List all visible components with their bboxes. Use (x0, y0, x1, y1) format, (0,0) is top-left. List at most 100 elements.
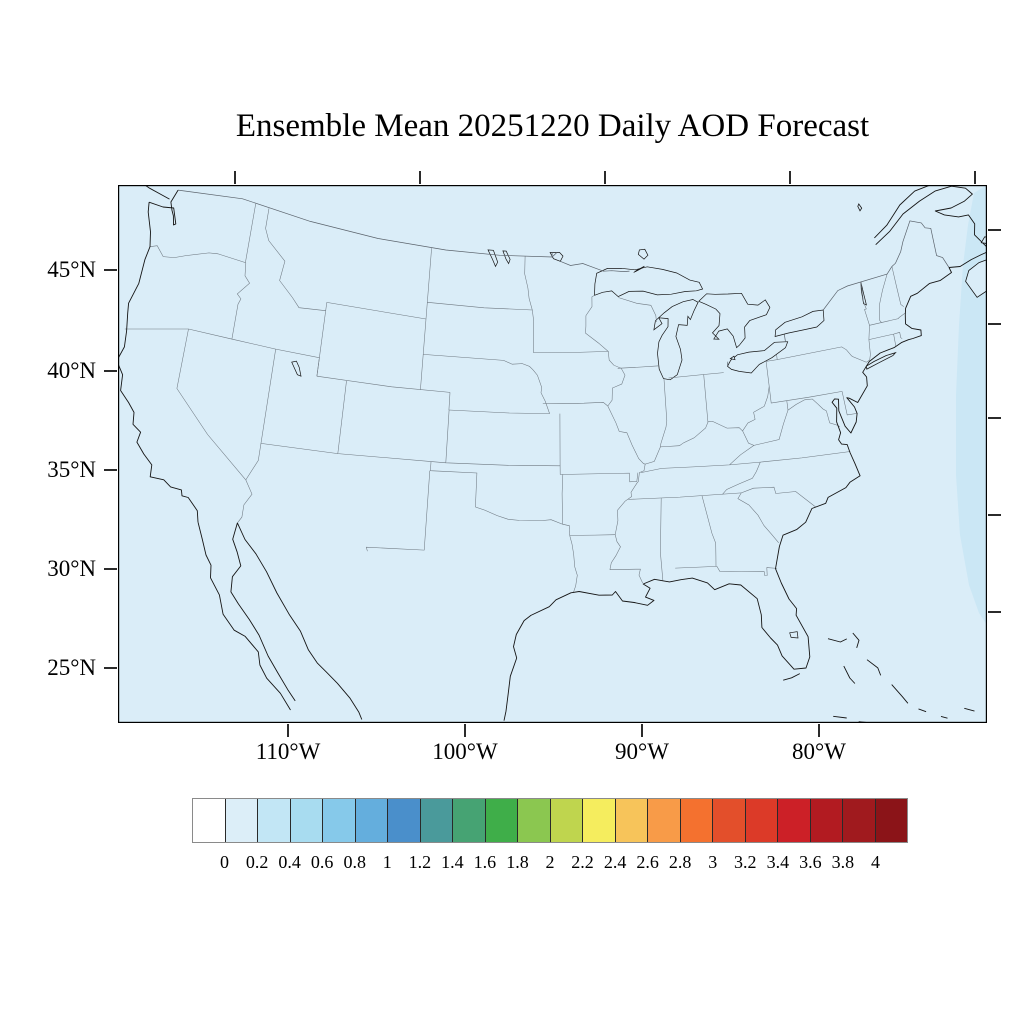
lake-outline (502, 250, 511, 265)
lat-tick (104, 269, 117, 271)
lat-tick-label: 25°N (47, 655, 96, 680)
state-border (124, 328, 276, 350)
international-border (551, 252, 558, 258)
island-outline (857, 203, 863, 212)
colorbar-tick-label: 2.2 (571, 852, 594, 872)
colorbar-cell (388, 799, 421, 842)
colorbar-tick-label: 2 (545, 852, 555, 872)
lat-tick-label: 30°N (47, 556, 96, 581)
state-border (742, 430, 755, 446)
colorbar-tick-label: 1.2 (408, 852, 432, 872)
state-border (668, 372, 724, 379)
colorbar-cell (843, 799, 876, 842)
state-border (660, 379, 668, 447)
colorbar-cell (875, 799, 907, 842)
colorbar-tick-label: 3.8 (831, 852, 855, 872)
lat-tick (104, 370, 117, 372)
lat-tick (104, 469, 117, 471)
right-tick (988, 514, 1001, 516)
state-border (737, 492, 779, 543)
colorbar-cell (583, 799, 616, 842)
lon-tick (641, 724, 643, 737)
state-border (675, 566, 717, 569)
state-border (337, 380, 347, 454)
lake-outline (549, 252, 564, 262)
colorbar-cell (258, 799, 291, 842)
coastline (843, 665, 856, 684)
state-border (660, 498, 664, 581)
coastline (891, 684, 909, 704)
international-border (886, 220, 950, 275)
coastline (236, 522, 363, 720)
colorbar-cell (453, 799, 486, 842)
colorbar-cell (778, 799, 811, 842)
lake-outline (789, 631, 799, 639)
colorbar-cell (810, 799, 843, 842)
coastline (118, 202, 199, 523)
state-border (628, 492, 742, 500)
coastline (852, 632, 860, 649)
colorbar-cell (420, 799, 453, 842)
state-border (561, 474, 564, 525)
state-border (542, 402, 608, 407)
island-outline (980, 236, 987, 244)
colorbar-tick-label: 1.6 (473, 852, 497, 872)
colorbar-tick-label: 2.8 (668, 852, 692, 872)
colorbar-cell (745, 799, 778, 842)
state-border (879, 274, 888, 323)
coastline (940, 715, 948, 719)
right-tick (988, 323, 1001, 325)
colorbar-cell (355, 799, 388, 842)
right-tick (988, 611, 1001, 613)
state-border (448, 409, 550, 414)
state-border (893, 334, 897, 347)
coastline (513, 267, 952, 670)
lake-outline (729, 355, 736, 361)
colorbar-tick-label: 3.2 (734, 852, 757, 872)
coastline (148, 189, 179, 226)
map-background (118, 185, 987, 723)
right-tick (988, 417, 1001, 419)
figure-title: Ensemble Mean 20251220 Daily AOD Forecas… (235, 108, 870, 144)
state-border (765, 361, 843, 404)
state-border (430, 461, 478, 508)
lake-outline (698, 292, 771, 349)
lat-tick-label: 35°N (47, 457, 96, 482)
state-border (427, 302, 533, 311)
state-border (445, 409, 450, 463)
state-border (316, 375, 451, 393)
lon-tick-label: 80°W (792, 739, 846, 764)
coastline (503, 657, 518, 721)
state-border (787, 398, 840, 428)
colorbar-tick-label: 0.8 (343, 852, 366, 872)
state-border (899, 332, 903, 339)
colorbar-tick-label: 3.6 (799, 852, 822, 872)
colorbar-tick-label: 2.6 (636, 852, 659, 872)
top-tick (974, 171, 976, 184)
island-outline (865, 351, 897, 370)
lon-tick-label: 110°W (255, 739, 321, 764)
state-border (585, 295, 595, 316)
colorbar-cell (713, 799, 746, 842)
colorbar-tick-label: 3.4 (766, 852, 790, 872)
international-border (822, 273, 888, 311)
colorbar-cell (648, 799, 681, 842)
coastline (197, 521, 291, 711)
top-tick (604, 171, 606, 184)
state-border (701, 495, 717, 567)
state-border (176, 328, 247, 481)
state-border (618, 297, 657, 323)
state-border (741, 486, 816, 508)
us-map (118, 185, 987, 723)
island-outline (965, 259, 987, 298)
coastline (964, 707, 975, 712)
colorbar-cell (615, 799, 648, 842)
lake-outline (727, 341, 789, 374)
colorbar-tick-label: 3 (708, 852, 718, 872)
lat-tick-label: 45°N (47, 257, 96, 282)
state-border (617, 365, 660, 369)
state-border (560, 472, 639, 483)
state-border (475, 506, 570, 527)
coastline (874, 185, 930, 239)
